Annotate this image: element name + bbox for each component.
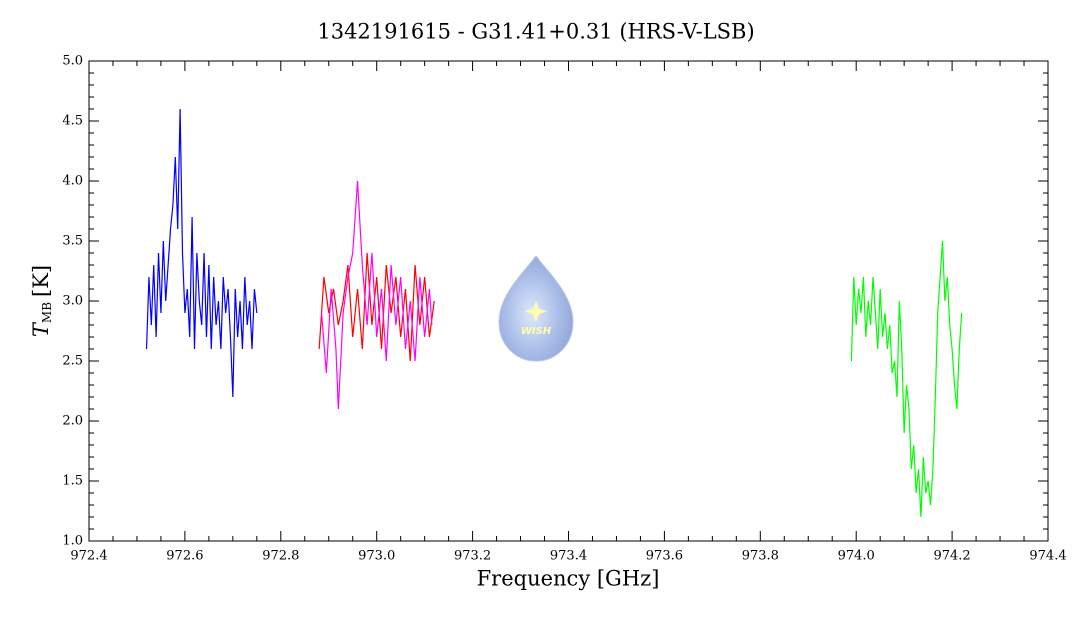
y-label-symbol: T [29, 321, 53, 337]
x-tick-label: 973.4 [550, 549, 587, 564]
y-label-unit: [K] [29, 265, 53, 297]
y-tick-label: 2.0 [62, 414, 83, 429]
logo: WISH [498, 255, 574, 362]
spectrum-line [850, 240, 963, 518]
logo-star [525, 301, 547, 322]
x-tick-label: 973.6 [646, 549, 683, 564]
x-axis-label: Frequency [GHz] [477, 567, 660, 591]
spectrum-line [318, 252, 435, 362]
y-tick-label: 1.0 [62, 534, 83, 549]
y-axis-label: TMB [K] [29, 265, 54, 337]
y-tick-label: 4.0 [62, 174, 83, 189]
x-tick-label: 973.0 [358, 549, 395, 564]
spectrum-line [320, 180, 433, 410]
logo-text: WISH [521, 326, 552, 337]
y-tick-label: 5.0 [62, 54, 83, 69]
x-tick-label: 972.6 [166, 549, 203, 564]
y-tick-label: 3.0 [62, 294, 83, 309]
chart-title: 1342191615 - G31.41+0.31 (HRS-V-LSB) [317, 20, 754, 44]
y-tick-label: 3.5 [62, 234, 83, 249]
y-tick-label: 2.5 [62, 354, 83, 369]
x-tick-label: 974.0 [838, 549, 875, 564]
x-tick-label: 972.4 [70, 549, 107, 564]
x-tick-label: 973.8 [742, 549, 779, 564]
y-tick-label: 4.5 [62, 114, 83, 129]
y-tick-label: 1.5 [62, 474, 83, 489]
x-tick-label: 972.8 [262, 549, 299, 564]
spectrum-line [145, 108, 258, 398]
x-tick-label: 974.4 [1029, 549, 1066, 564]
y-label-subscript: MB [40, 302, 54, 323]
x-tick-label: 973.2 [454, 549, 491, 564]
x-tick-label: 974.2 [933, 549, 970, 564]
